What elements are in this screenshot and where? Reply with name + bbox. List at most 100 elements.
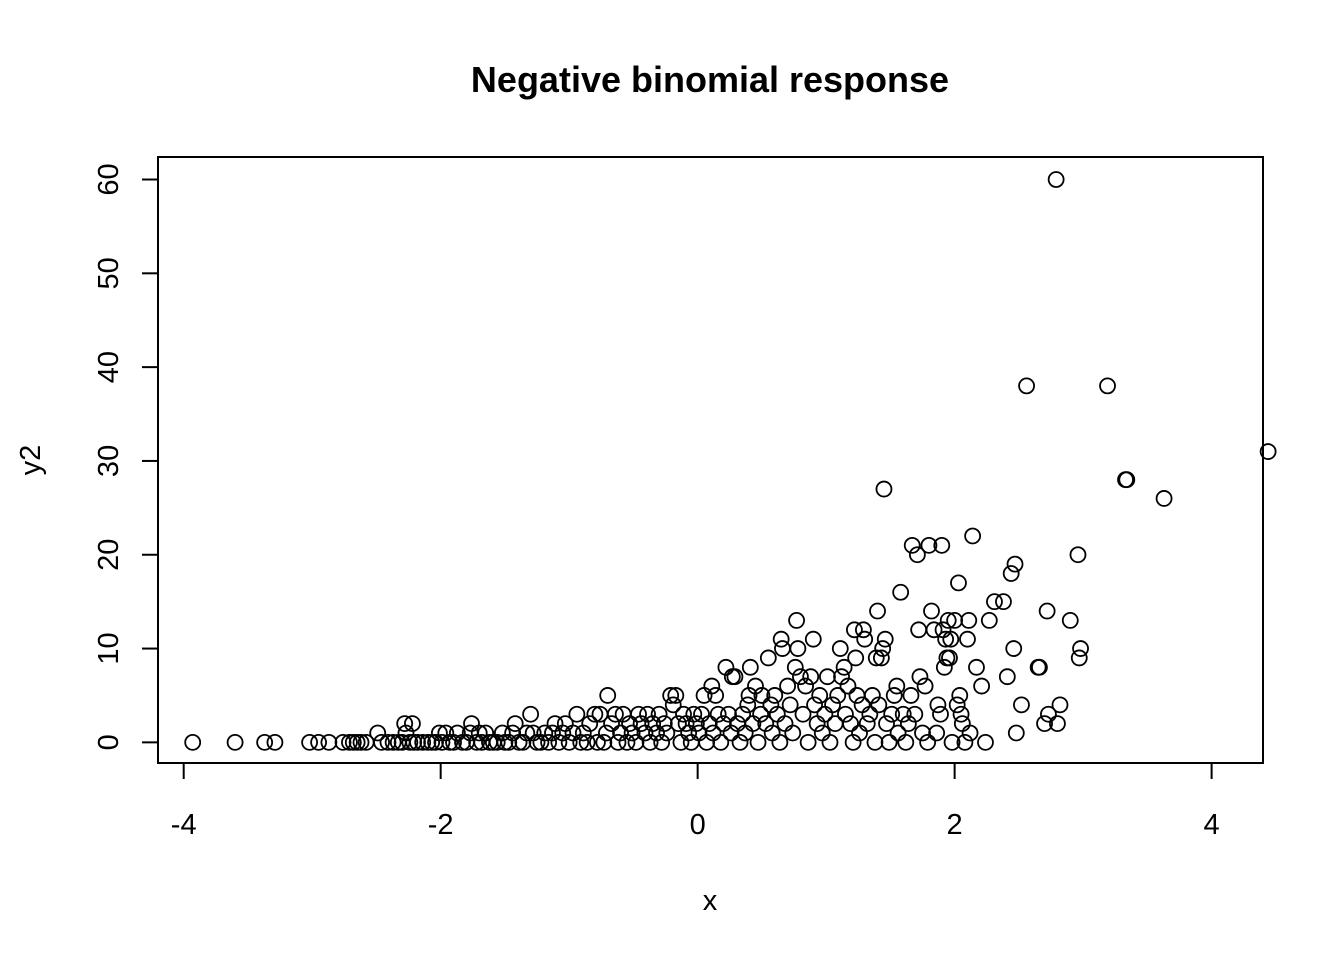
data-point (369, 724, 387, 742)
data-point (916, 677, 934, 695)
data-point (771, 733, 789, 751)
data-point (784, 724, 802, 742)
data-point (959, 630, 976, 648)
data-point (941, 649, 958, 667)
data-point (470, 724, 488, 742)
data-point (550, 733, 568, 751)
data-point (1002, 565, 1020, 582)
data-point (774, 640, 791, 657)
data-point (875, 480, 893, 498)
data-point (384, 733, 402, 751)
data-point (488, 733, 506, 751)
data-point (621, 715, 638, 733)
data-point (961, 724, 979, 742)
data-point (889, 724, 907, 742)
data-point (794, 705, 812, 723)
data-point (848, 687, 866, 704)
data-point (1155, 490, 1173, 507)
data-point (682, 733, 700, 751)
data-point (973, 677, 991, 695)
data-point (1005, 640, 1023, 657)
data-point (256, 733, 274, 751)
data-point (855, 621, 872, 639)
data-point (897, 733, 915, 751)
data-point (430, 724, 448, 742)
data-point (650, 705, 668, 723)
data-point (184, 733, 202, 751)
data-point (804, 630, 822, 648)
data-point (301, 733, 319, 751)
data-point (956, 733, 974, 751)
data-point (639, 705, 656, 723)
data-point (344, 733, 362, 751)
data-point (925, 621, 943, 639)
data-point (664, 696, 682, 714)
data-point (630, 705, 647, 723)
data-point (953, 715, 971, 733)
data-point (753, 687, 771, 704)
data-point (894, 705, 912, 723)
data-point (589, 733, 606, 751)
data-point (1031, 658, 1048, 676)
data-point (690, 724, 708, 742)
data-point (870, 696, 888, 714)
data-point (948, 696, 966, 714)
data-point (568, 705, 586, 723)
data-point (741, 658, 759, 676)
y-tick-label: 10 (93, 632, 125, 664)
data-point (903, 536, 921, 554)
data-point (685, 705, 703, 723)
data-point (586, 705, 604, 723)
data-point (655, 715, 673, 733)
data-point (789, 640, 807, 657)
data-point (911, 668, 929, 686)
data-point (874, 640, 892, 657)
data-point (739, 696, 757, 714)
data-point (310, 733, 328, 751)
data-point (463, 715, 480, 733)
data-point (540, 733, 558, 751)
data-point (1049, 715, 1066, 733)
data-point (572, 733, 590, 751)
data-point (781, 696, 799, 714)
x-tick-label: 0 (690, 809, 706, 841)
data-point (858, 715, 876, 733)
data-point (607, 705, 624, 723)
data-point (799, 733, 817, 751)
data-point (522, 705, 540, 723)
data-point (536, 724, 554, 742)
data-point (662, 687, 680, 704)
y-tick-label: 0 (93, 734, 125, 750)
data-point (908, 546, 926, 564)
data-point (806, 696, 823, 714)
data-point (824, 696, 841, 714)
data-point (816, 705, 834, 723)
data-point (964, 527, 982, 545)
data-point (968, 658, 985, 676)
data-point (977, 733, 994, 751)
x-tick-label: -4 (171, 809, 197, 841)
data-point (766, 687, 784, 704)
data-point (960, 612, 978, 629)
data-point (348, 733, 366, 751)
data-point (892, 583, 910, 601)
data-point (835, 658, 853, 676)
data-point (883, 705, 901, 723)
data-point (980, 612, 998, 629)
data-point (618, 733, 636, 751)
data-point (623, 724, 641, 742)
data-point (797, 677, 814, 695)
data-point (776, 715, 794, 733)
data-point (920, 536, 938, 554)
data-point (734, 705, 752, 723)
data-point (687, 715, 705, 733)
data-point (821, 733, 839, 751)
data-point (320, 733, 338, 751)
data-point (405, 733, 423, 751)
data-point (786, 658, 804, 676)
data-point (951, 687, 969, 704)
data-point (933, 536, 951, 554)
data-point (937, 630, 955, 648)
data-point (1259, 443, 1277, 460)
x-axis-ticks: -4 -2 0 2 4 (171, 763, 1220, 841)
